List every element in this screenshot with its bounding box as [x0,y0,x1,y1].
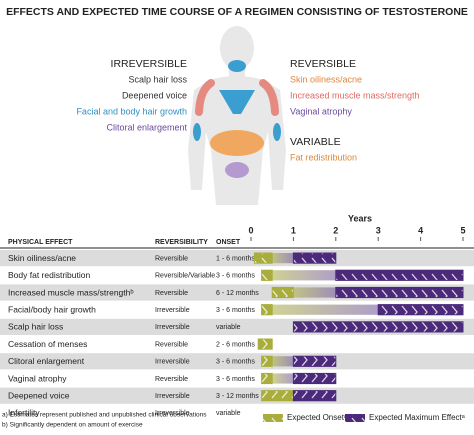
reversibility-label: Reversible [155,290,188,297]
onset-label: 3 - 12 months [216,393,259,400]
legend-swatch [263,414,283,422]
footnote: b) Significantly dependent on amount of … [2,422,143,429]
title: EFFECTS AND EXPECTED TIME COURSE OF A RE… [6,6,468,18]
x-tick-label: 5 [460,225,465,235]
effect-label: Infertility [8,408,40,418]
onset-label: 3 - 6 months [216,376,255,383]
reversibility-label: Reversible [155,255,188,262]
max-bar [335,286,464,299]
x-tick-label: 3 [376,225,381,235]
label-item: Deepened voice [122,90,187,100]
onset-bar [261,372,273,385]
onset-label: 2 - 6 months [216,341,255,348]
max-bar [377,304,464,316]
onset-bar [271,286,294,299]
effect-label: Increased muscle mass/strengthᵇ [8,287,134,297]
reversibility-label: Reversible/Variable [155,273,215,280]
timeline-chart: Years 0 1 2 3 4 5 PHYSICAL EFFECT REVERSIBILITY O… [0,213,474,429]
onset-label: 6 - 12 months [216,290,259,297]
row-band [0,250,474,267]
transition [272,373,294,384]
effect-label: Deepened voice [8,390,70,400]
max-bar [292,252,337,264]
effect-label: Body fat redistribution [8,270,90,280]
effect-label: Cessation of menses [8,339,87,349]
onset-label: variable [216,410,241,417]
onset-bar [253,252,273,264]
transition [272,356,294,367]
reversibility-label: Irreversible [155,393,190,400]
x-tick-label: 0 [248,225,253,235]
effect-label: Scalp hair loss [8,322,63,332]
legend-label: Expected Maximum Effectᵃ [369,413,466,422]
label-heading: IRREVERSIBLE [111,58,187,70]
reversibility-label: Irreversible [155,410,190,417]
reversibility-label: Irreversible [155,359,190,366]
onset-label: 3 - 6 months [216,307,255,314]
effect-label: Vaginal atrophy [8,373,67,383]
onset-bar [261,390,294,402]
label-item: Scalp hair loss [128,74,187,84]
reversibility-label: Irreversible [155,324,190,331]
label-item: Increased muscle mass/strength [290,90,420,100]
label-item: Clitoral enlargement [106,122,187,132]
legend-swatch [345,414,365,422]
x-tick-label: 1 [291,225,296,235]
column-header: PHYSICAL EFFECT [8,239,73,246]
x-tick-label: 2 [333,225,338,235]
max-bar [335,269,464,281]
effect-label: Clitoral enlargement [8,356,85,366]
body-labels: IRREVERSIBLE Scalp hair loss Deepened voic… [76,58,419,163]
onset-label: variable [216,324,241,331]
label-heading: REVERSIBLE [290,58,356,70]
column-header: ONSET [216,239,241,246]
effect-label: Skin oiliness/acne [8,253,76,263]
max-bar [292,372,337,385]
max-bar [292,321,464,333]
label-item: Facial and body hair growth [76,106,187,116]
label-item: Vaginal atrophy [290,106,352,116]
onset-bar [261,304,273,316]
x-tick-label: 4 [418,225,423,235]
max-bar [292,355,337,367]
transition [293,287,336,298]
reversibility-label: Reversible [155,341,188,348]
label-heading: VARIABLE [290,136,341,148]
legend-label: Expected Onsetᵃ [287,413,348,422]
transition [272,304,379,315]
effect-label: Facial/body hair growth [8,304,96,314]
body-figure [188,26,286,205]
transition [272,270,336,281]
onset-label: 3 - 6 months [216,273,255,280]
onset-bar [261,269,273,281]
reversibility-label: Reversible [155,376,188,383]
x-axis-title: Years [348,213,372,223]
onset-label: 3 - 6 months [216,359,255,366]
label-item: Fat redistribution [290,152,357,162]
label-item: Skin oiliness/acne [290,74,362,84]
onset-bar [261,355,273,367]
max-bar [292,390,337,402]
onset-label: 1 - 6 months [216,255,255,262]
transition [272,253,294,264]
onset-bar [257,338,273,350]
row-band [0,387,474,404]
column-header: REVERSIBILITY [155,239,208,246]
row-band [0,353,474,370]
reversibility-label: Irreversible [155,307,190,314]
footnote: a) Estimates represent published and unp… [2,412,207,419]
